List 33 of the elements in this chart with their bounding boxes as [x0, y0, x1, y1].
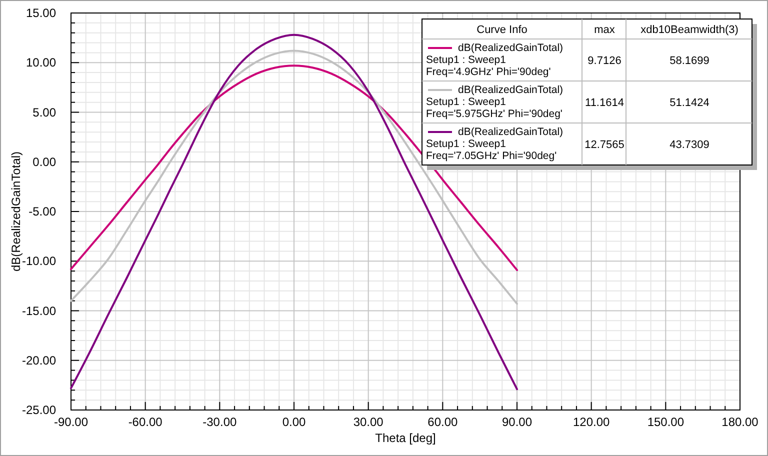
y-tick-label: -20.00: [22, 353, 56, 368]
annotation: 51.1424: [670, 97, 710, 109]
x-tick-label: 150.00: [647, 415, 684, 429]
annotation: 12.7565: [584, 139, 624, 151]
x-tick-label: 60.00: [428, 415, 458, 429]
y-tick-label: -5.00: [28, 204, 56, 218]
x-axis-title: Theta [deg]: [375, 431, 436, 445]
y-tick-label: 5.00: [32, 105, 56, 120]
x-tick-label: 90.00: [502, 415, 532, 429]
annotation: 43.7309: [670, 139, 710, 151]
legend-label: dB(RealizedGainTotal) Setup1 : Sweep1 Freq='4.9GHz' Phi='90deg': [426, 42, 564, 78]
x-tick-label: 30.00: [353, 415, 384, 429]
annotation: 58.1699: [670, 55, 710, 67]
y-tick-label: 0.00: [32, 154, 56, 169]
x-tick-label: 120.00: [572, 415, 610, 429]
legend-label: dB(RealizedGainTotal) Setup1 : Sweep1 Freq='5.975GHz' Phi='90deg': [426, 84, 564, 120]
y-tick-label: -25.00: [22, 403, 56, 417]
y-tick-label: -15.00: [22, 304, 56, 318]
legend-label: dB(RealizedGainTotal) Setup1 : Sweep1 Freq='7.05GHz' Phi='90deg': [426, 126, 564, 162]
annotation: xdb10Beamwidth(3): [640, 24, 738, 36]
y-tick-label: -10.00: [22, 254, 56, 268]
y-axis-title: dB(RealizedGainTotal): [9, 151, 23, 272]
x-tick-label: 0.00: [282, 415, 306, 429]
x-tick-label: -60.00: [128, 415, 163, 429]
annotation: 9.7126: [588, 55, 622, 67]
y-tick-label: 10.00: [26, 56, 56, 70]
legend-title: Curve Info: [476, 24, 528, 36]
y-tick-label: 15.00: [26, 6, 56, 20]
annotation: max: [594, 24, 616, 36]
annotation: 11.1614: [585, 97, 624, 109]
x-tick-label: -30.00: [202, 415, 238, 429]
x-tick-label: -90.00: [54, 415, 88, 429]
x-tick-label: 180.00: [722, 415, 759, 429]
